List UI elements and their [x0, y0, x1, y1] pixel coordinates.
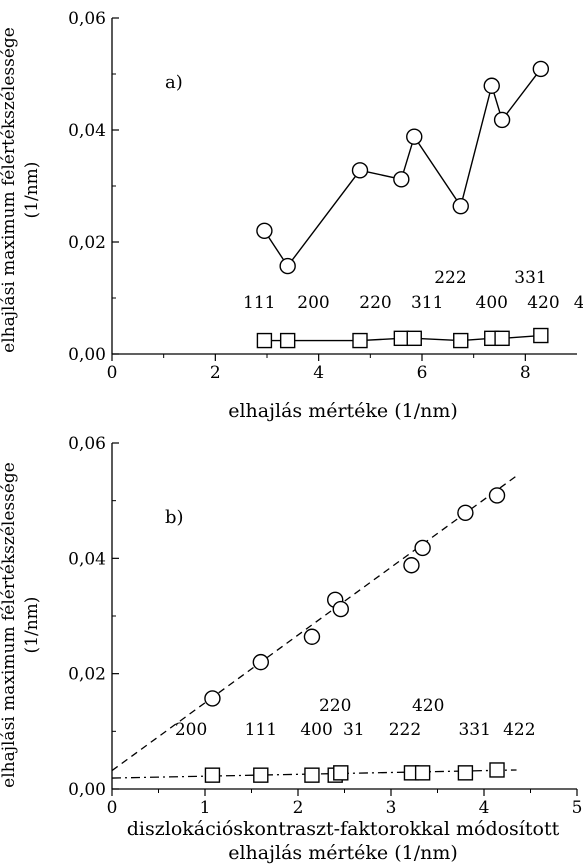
chart-panel-a: a) elhajlás mértéke (1/nm) elhajlási max… — [0, 0, 583, 422]
square-data-point — [304, 767, 320, 783]
circle-data-point — [483, 77, 500, 94]
circle-data-point — [351, 162, 369, 179]
y-tick-label: 0,02 — [68, 233, 106, 253]
reflection-index-label: 31 — [343, 720, 365, 740]
reflection-index-label: 200 — [175, 720, 207, 740]
circle-data-point — [457, 504, 474, 521]
square-data-point — [393, 330, 410, 347]
y-tick-label: 0,04 — [68, 121, 106, 141]
y-tick-label: 0,02 — [68, 665, 106, 685]
reflection-index-label: 111 — [245, 720, 277, 740]
square-data-point — [204, 767, 221, 783]
chart-panel-b: b) diszlokációskontraszt-faktorokkal mód… — [0, 434, 582, 864]
circle-data-point — [393, 171, 410, 188]
x-tick-label: 1 — [200, 798, 211, 818]
y-tick-label: 0,06 — [68, 434, 106, 454]
square-data-point — [494, 330, 510, 347]
panel-a-y-axis-label: elhajlási maximum félértékszélessége — [0, 27, 19, 353]
reflection-index-label: 422 — [503, 720, 535, 740]
panel-b-y-axis-unit: (1/nm) — [22, 597, 42, 654]
y-tick-label: 0,00 — [68, 345, 106, 365]
reflection-index-label: 331 — [458, 720, 490, 740]
circle-data-point — [532, 60, 550, 78]
circle-data-point — [256, 222, 273, 240]
reflection-index-label: 422 — [574, 293, 583, 313]
x-tick-label: 4 — [479, 798, 490, 818]
y-tick-label: 0,04 — [68, 549, 106, 569]
x-tick-label: 8 — [520, 363, 531, 383]
reflection-index-label: 331 — [514, 268, 546, 288]
circle-data-point — [403, 557, 420, 574]
x-tick-label: 2 — [210, 363, 221, 383]
reflection-index-label: 400 — [300, 720, 332, 740]
y-tick-label: 0,00 — [68, 780, 106, 800]
square-data-point — [457, 765, 474, 781]
reflection-index-label: 222 — [434, 268, 466, 288]
circle-data-point — [493, 111, 511, 129]
square-data-point — [489, 762, 505, 778]
circle-data-point — [204, 690, 221, 707]
square-data-point — [333, 765, 349, 781]
x-tick-label: 4 — [313, 363, 324, 383]
square-data-point — [253, 767, 269, 783]
reflection-index-label: 400 — [476, 293, 508, 313]
circle-data-point — [279, 257, 296, 275]
reflection-index-label: 222 — [389, 720, 421, 740]
circle-data-point — [332, 600, 349, 618]
fit-line-dash-dot — [111, 769, 517, 779]
reflection-index-label: 220 — [359, 293, 391, 313]
reflection-index-label: 311 — [411, 293, 443, 313]
reflection-index-label: 200 — [297, 293, 329, 313]
reflection-index-label: 420 — [527, 293, 559, 313]
circle-data-point — [303, 628, 321, 645]
panel-a-y-axis-unit: (1/nm) — [22, 162, 42, 219]
circle-data-point — [452, 197, 469, 215]
square-data-point — [352, 332, 368, 349]
circle-data-point — [406, 128, 423, 145]
square-data-point — [406, 330, 422, 347]
x-tick-label: 3 — [386, 798, 397, 818]
square-data-point — [453, 332, 469, 349]
x-tick-label: 5 — [572, 798, 583, 818]
square-data-point — [256, 332, 273, 349]
x-tick-label: 0 — [107, 798, 118, 818]
panel-b-x-axis-label: diszlokációskontraszt-faktorokkal módosí… — [127, 818, 560, 840]
panel-b-y-axis-label: elhajlási maximum félértékszélessége — [0, 462, 19, 788]
square-data-point — [414, 765, 431, 781]
circle-data-point — [488, 487, 506, 504]
square-data-point — [533, 327, 549, 344]
x-tick-label: 2 — [293, 798, 304, 818]
x-tick-label: 6 — [417, 363, 428, 383]
reflection-index-label: 220 — [319, 696, 351, 716]
y-tick-label: 0,06 — [68, 9, 106, 29]
reflection-index-label: 420 — [412, 696, 444, 716]
circle-data-point — [252, 653, 269, 671]
circle-data-point — [414, 539, 431, 557]
panel-b-label: b) — [165, 507, 184, 528]
square-data-point — [279, 332, 296, 349]
reflection-index-label: 111 — [243, 293, 275, 313]
panel-b-x-axis-label-line2: elhajlás mértéke (1/nm) — [228, 842, 458, 864]
panel-a-label: a) — [165, 72, 183, 93]
panel-a-x-axis-label: elhajlás mértéke (1/nm) — [228, 400, 458, 422]
x-tick-label: 0 — [107, 363, 118, 383]
